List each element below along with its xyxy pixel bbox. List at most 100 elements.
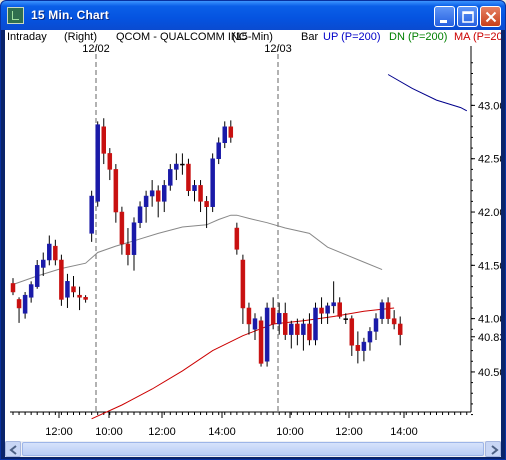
candle bbox=[71, 286, 76, 293]
x-tick-label: 12:00 bbox=[148, 426, 176, 438]
candle bbox=[113, 169, 119, 213]
arrow-right-icon bbox=[491, 445, 499, 455]
candle bbox=[313, 307, 318, 341]
chart-area[interactable]: Intraday (Right) QCOM - QUALCOMM INC (15… bbox=[5, 30, 501, 457]
up-band-line bbox=[387, 74, 468, 112]
candle bbox=[295, 323, 300, 335]
candle bbox=[240, 259, 246, 309]
candle bbox=[77, 294, 82, 298]
x-tick-label: 10:00 bbox=[276, 426, 304, 438]
maximize-button[interactable] bbox=[457, 6, 478, 27]
candle bbox=[65, 281, 70, 298]
maximize-icon bbox=[462, 11, 474, 23]
candle bbox=[373, 318, 379, 332]
candle bbox=[283, 313, 288, 335]
window-title: 15 Min. Chart bbox=[31, 8, 109, 22]
candle bbox=[137, 206, 143, 223]
scroll-right-button[interactable] bbox=[485, 441, 501, 457]
scroll-thumb[interactable] bbox=[22, 442, 484, 456]
candle bbox=[246, 307, 252, 325]
candle bbox=[131, 222, 137, 255]
candle bbox=[349, 318, 355, 346]
y-tick-label: 43.00 bbox=[478, 100, 501, 112]
candle bbox=[53, 245, 58, 261]
x-tick-label: 10:00 bbox=[95, 426, 123, 438]
candle bbox=[119, 211, 125, 245]
instrument-label: QCOM - QUALCOMM INC bbox=[116, 31, 247, 43]
candle bbox=[16, 299, 22, 309]
scroll-left-button[interactable] bbox=[5, 441, 21, 457]
candle bbox=[264, 307, 270, 362]
candle bbox=[228, 126, 234, 138]
candle bbox=[22, 294, 28, 314]
close-button[interactable] bbox=[480, 6, 501, 27]
candle bbox=[47, 243, 52, 261]
y-tick-label: 42.50 bbox=[478, 154, 501, 166]
day-label: 12/03 bbox=[264, 43, 292, 55]
candle bbox=[301, 323, 306, 335]
ma-indicator-label: MA (P=20 bbox=[454, 31, 501, 43]
x-tick-label: 14:00 bbox=[390, 426, 418, 438]
candle bbox=[319, 307, 324, 314]
candle bbox=[397, 323, 403, 335]
candle bbox=[89, 195, 94, 234]
y-tick-label: 41.00 bbox=[478, 314, 501, 326]
candle bbox=[307, 323, 312, 341]
minimize-icon bbox=[440, 20, 447, 23]
y-tick-label: 40.50 bbox=[478, 367, 501, 379]
candle bbox=[210, 158, 215, 207]
candle bbox=[192, 185, 197, 191]
day-label: 12/02 bbox=[82, 43, 110, 55]
candle bbox=[41, 259, 46, 268]
candle bbox=[95, 124, 100, 202]
candle bbox=[385, 302, 391, 319]
mode-label: Intraday bbox=[7, 31, 47, 43]
last-price-label: 40.83 bbox=[478, 332, 501, 344]
candle bbox=[361, 341, 367, 351]
minimize-button[interactable] bbox=[434, 6, 455, 27]
dn-indicator-label: DN (P=200) bbox=[389, 31, 448, 43]
candle bbox=[258, 320, 264, 364]
candle bbox=[155, 190, 161, 202]
candle bbox=[198, 185, 203, 202]
candle bbox=[162, 185, 167, 202]
chart-app-icon bbox=[7, 7, 24, 24]
candle bbox=[325, 305, 330, 314]
candle bbox=[143, 195, 149, 207]
interval-label: (15-Min) bbox=[232, 31, 273, 43]
close-icon bbox=[485, 11, 497, 23]
candle bbox=[107, 153, 113, 170]
up-indicator-label: UP (P=200) bbox=[323, 31, 381, 43]
horizontal-scrollbar[interactable] bbox=[5, 441, 501, 457]
candle bbox=[125, 243, 131, 255]
candle bbox=[355, 345, 361, 351]
x-tick-label: 14:00 bbox=[208, 426, 236, 438]
candle bbox=[34, 265, 40, 287]
candle bbox=[216, 142, 221, 159]
candle bbox=[168, 169, 173, 186]
candle bbox=[337, 302, 342, 317]
candle bbox=[222, 126, 227, 143]
candle bbox=[331, 302, 336, 307]
candle bbox=[83, 297, 88, 300]
candle bbox=[204, 201, 209, 207]
candle bbox=[367, 331, 373, 343]
candle bbox=[289, 323, 294, 335]
price-chart[interactable]: 12/02 12/03 43.00 42.50 42.00 41.50 41.00 40.50… bbox=[5, 30, 501, 441]
title-bar[interactable]: 15 Min. Chart bbox=[1, 1, 505, 30]
y-tick-label: 41.50 bbox=[478, 260, 501, 272]
candle bbox=[186, 163, 191, 191]
arrow-left-icon bbox=[9, 445, 17, 455]
ma-line bbox=[12, 214, 383, 285]
chart-style-label: Bar bbox=[301, 31, 319, 43]
candle bbox=[28, 284, 34, 298]
candle bbox=[59, 259, 64, 300]
candle bbox=[174, 163, 179, 170]
candle bbox=[276, 313, 282, 325]
candle bbox=[10, 283, 16, 293]
x-tick-label: 12:00 bbox=[335, 426, 363, 438]
candle bbox=[379, 302, 385, 319]
candle bbox=[234, 227, 240, 250]
x-tick-label: 12:00 bbox=[45, 426, 73, 438]
